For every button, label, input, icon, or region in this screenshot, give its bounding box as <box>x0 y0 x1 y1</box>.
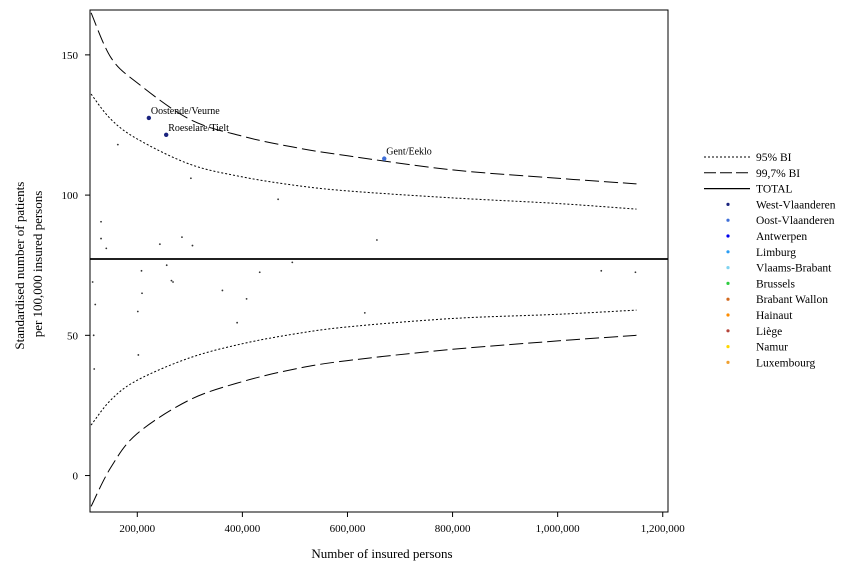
legend-label: Antwerpen <box>756 231 807 243</box>
data-point <box>94 303 97 306</box>
legend-dot-swatch <box>726 250 730 254</box>
legend-label: 95% BI <box>756 152 792 164</box>
y-tick-label: 150 <box>62 50 79 62</box>
legend-dot-swatch <box>726 360 730 364</box>
data-point <box>100 237 102 240</box>
band-99-7-bi-lower-line <box>90 334 637 507</box>
data-point <box>105 247 108 250</box>
data-point <box>93 368 96 370</box>
data-point <box>191 244 194 247</box>
legend-dot-swatch <box>726 281 730 285</box>
data-point <box>165 264 168 267</box>
x-tick-label: 400,000 <box>225 523 261 535</box>
data-point <box>634 271 637 274</box>
data-point <box>146 115 152 121</box>
legend-label: Brabant Wallon <box>756 294 828 306</box>
legend-dot-swatch <box>726 313 730 317</box>
data-point <box>291 261 294 264</box>
data-point <box>181 236 183 239</box>
legend-dot-swatch <box>726 234 730 238</box>
data-point <box>189 177 192 180</box>
data-point <box>236 321 239 324</box>
x-tick-label: 1,200,000 <box>641 523 686 535</box>
point-label: Oostende/Veurne <box>151 106 220 117</box>
legend-label: Vlaams-Brabant <box>756 263 832 275</box>
legend-dot-swatch <box>726 202 730 206</box>
legend-label: Luxembourg <box>756 357 815 369</box>
legend-label: Limburg <box>756 247 796 259</box>
x-tick-label: 1,000,000 <box>536 523 581 535</box>
y-axis-title: Standardised number of patients per 100,… <box>12 178 45 349</box>
data-point <box>141 292 143 295</box>
legend-label: Brussels <box>756 278 796 290</box>
plot-frame <box>89 9 669 513</box>
y-axis-title-line-2: per 100,000 insured persons <box>30 191 45 338</box>
band-95-bi-lower-line <box>90 309 637 426</box>
point-label: Roeselare/Tielt <box>168 123 229 134</box>
data-point <box>375 239 378 241</box>
x-axis-title: Number of insured persons <box>311 546 452 561</box>
y-tick-label: 50 <box>67 330 79 342</box>
legend-label: Hainaut <box>756 310 793 322</box>
data-point <box>92 334 95 337</box>
legend-label: Namur <box>756 342 788 354</box>
legend-label: 99,7% BI <box>756 168 800 180</box>
x-tick-label: 200,000 <box>119 523 155 535</box>
data-point <box>91 281 94 283</box>
legend-dot-swatch <box>726 345 730 349</box>
band-95-bi-upper-line <box>90 93 637 210</box>
data-point <box>116 143 119 146</box>
x-tick-label: 600,000 <box>330 523 366 535</box>
data-point <box>600 269 603 272</box>
data-point <box>136 310 139 313</box>
data-point <box>137 354 140 356</box>
y-tick-label: 0 <box>73 471 79 483</box>
legend-dot-swatch <box>726 266 730 270</box>
data-point <box>221 289 224 292</box>
data-point <box>100 220 102 223</box>
band-99-7-bi-upper-line <box>90 12 637 185</box>
data-point <box>245 297 248 300</box>
x-tick-label: 800,000 <box>435 523 471 535</box>
legend-label: TOTAL <box>756 184 793 196</box>
data-point <box>363 311 366 314</box>
data-point <box>172 281 174 283</box>
y-tick-label: 100 <box>62 190 79 202</box>
data-point <box>163 132 169 137</box>
data-point <box>158 243 161 246</box>
legend-label: Oost-Vlaanderen <box>756 215 835 227</box>
legend-dot-swatch <box>726 218 730 222</box>
legend-dot-swatch <box>726 329 730 333</box>
data-point <box>140 269 143 272</box>
data-point <box>382 156 387 161</box>
legend-dot-swatch <box>726 297 730 301</box>
legend-label: West-Vlaanderen <box>756 199 836 211</box>
data-point <box>258 271 261 274</box>
point-label: Gent/Eeklo <box>386 147 432 158</box>
y-axis-title-line-1: Standardised number of patients <box>12 182 27 350</box>
data-point <box>170 279 173 282</box>
data-point <box>277 198 280 201</box>
legend-label: Liège <box>756 326 782 338</box>
